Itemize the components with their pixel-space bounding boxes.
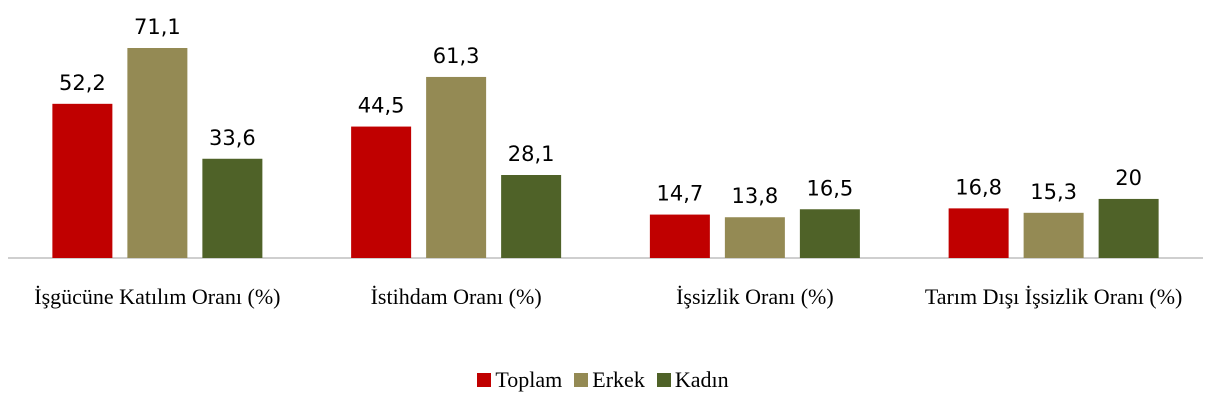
bar bbox=[202, 158, 263, 258]
legend-label: Kadın bbox=[674, 367, 729, 392]
bar bbox=[1023, 212, 1084, 258]
bar bbox=[799, 209, 860, 258]
bar bbox=[948, 208, 1009, 258]
bar bbox=[1098, 198, 1159, 258]
data-label: 52,2 bbox=[59, 71, 106, 95]
bar bbox=[649, 214, 710, 258]
data-label: 44,5 bbox=[358, 94, 405, 118]
x-tick-label: Tarım Dışı İşsizlik Oranı (%) bbox=[924, 284, 1183, 309]
legend-item: Erkek bbox=[574, 367, 645, 393]
bar bbox=[351, 126, 412, 258]
data-label: 33,6 bbox=[209, 126, 256, 150]
legend-item: Toplam bbox=[477, 367, 562, 393]
data-label: 61,3 bbox=[433, 44, 480, 68]
bar bbox=[426, 76, 487, 258]
data-label: 14,7 bbox=[656, 182, 703, 206]
legend-swatch bbox=[574, 373, 589, 387]
bar bbox=[127, 48, 188, 258]
x-tick-label: İstihdam Oranı (%) bbox=[370, 284, 542, 309]
legend-item: Kadın bbox=[656, 367, 729, 393]
data-label: 16,8 bbox=[955, 175, 1002, 199]
bar bbox=[52, 103, 113, 258]
x-tick-label: İşgücüne Katılım Oranı (%) bbox=[34, 284, 281, 309]
legend: Toplam Erkek Kadın bbox=[0, 367, 1206, 393]
bar bbox=[724, 217, 785, 258]
data-label: 28,1 bbox=[508, 142, 555, 166]
legend-label: Toplam bbox=[495, 367, 563, 392]
data-label: 71,1 bbox=[134, 15, 181, 39]
legend-swatch bbox=[656, 373, 671, 387]
x-tick-label: İşsizlik Oranı (%) bbox=[676, 284, 834, 309]
data-label: 13,8 bbox=[731, 184, 778, 208]
data-label: 16,5 bbox=[806, 176, 853, 200]
data-label: 20 bbox=[1115, 166, 1142, 190]
legend-label: Erkek bbox=[592, 367, 645, 392]
data-label: 15,3 bbox=[1030, 180, 1077, 204]
bar bbox=[501, 175, 562, 258]
legend-swatch bbox=[477, 373, 492, 387]
